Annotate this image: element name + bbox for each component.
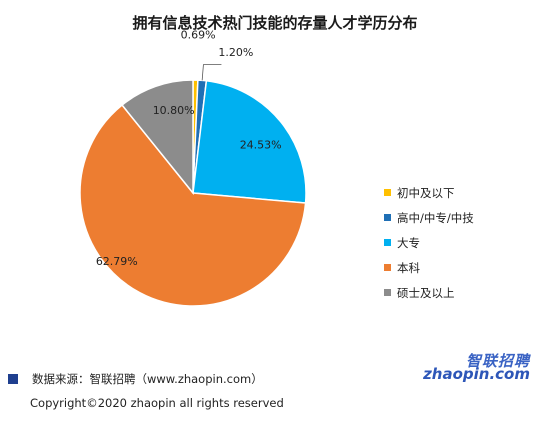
pie-slice — [79, 103, 307, 307]
legend-item: 初中及以下 — [384, 180, 474, 205]
data-label: 24.53% — [240, 139, 282, 152]
legend-label: 本科 — [397, 260, 420, 275]
pie-chart: 0.69%1.20% 24.53% 62.79% 10.80% — [79, 28, 307, 307]
source-marker — [8, 374, 18, 384]
data-source: 数据来源：智联招聘（www.zhaopin.com） — [8, 371, 263, 387]
data-label: 1.20% — [218, 46, 253, 59]
leader-line — [201, 64, 222, 81]
legend-label: 大专 — [397, 235, 420, 250]
pie-slice — [121, 79, 194, 196]
legend-swatch — [384, 214, 391, 221]
legend-swatch — [384, 289, 391, 296]
chart-title: 拥有信息技术热门技能的存量人才学历分布 — [132, 14, 418, 32]
legend-label: 高中/中专/中技 — [397, 210, 474, 225]
copyright-text: Copyright©2020 zhaopin all rights reserv… — [30, 396, 284, 410]
data-label: 62.79% — [96, 255, 138, 268]
legend-item: 大专 — [384, 230, 474, 255]
legend-swatch — [384, 189, 391, 196]
legend-label: 硕士及以上 — [397, 285, 455, 300]
legend-item: 高中/中专/中技 — [384, 205, 474, 230]
legend-item: 硕士及以上 — [384, 280, 474, 305]
legend-item: 本科 — [384, 255, 474, 280]
legend-swatch — [384, 239, 391, 246]
zhaopin-logo: 智联招聘 zhaopin.com — [420, 350, 532, 384]
legend: 初中及以下 高中/中专/中技 大专 本科 硕士及以上 — [384, 180, 474, 305]
logo-top-text: 智联招聘 — [465, 352, 530, 370]
source-text: 数据来源：智联招聘（www.zhaopin.com） — [32, 372, 263, 386]
pie-slice — [192, 79, 307, 204]
data-label: 10.80% — [153, 104, 195, 117]
legend-label: 初中及以下 — [397, 185, 455, 200]
data-label: 0.69% — [181, 28, 216, 41]
legend-swatch — [384, 264, 391, 271]
logo-bottom-text: zhaopin.com — [423, 365, 530, 383]
